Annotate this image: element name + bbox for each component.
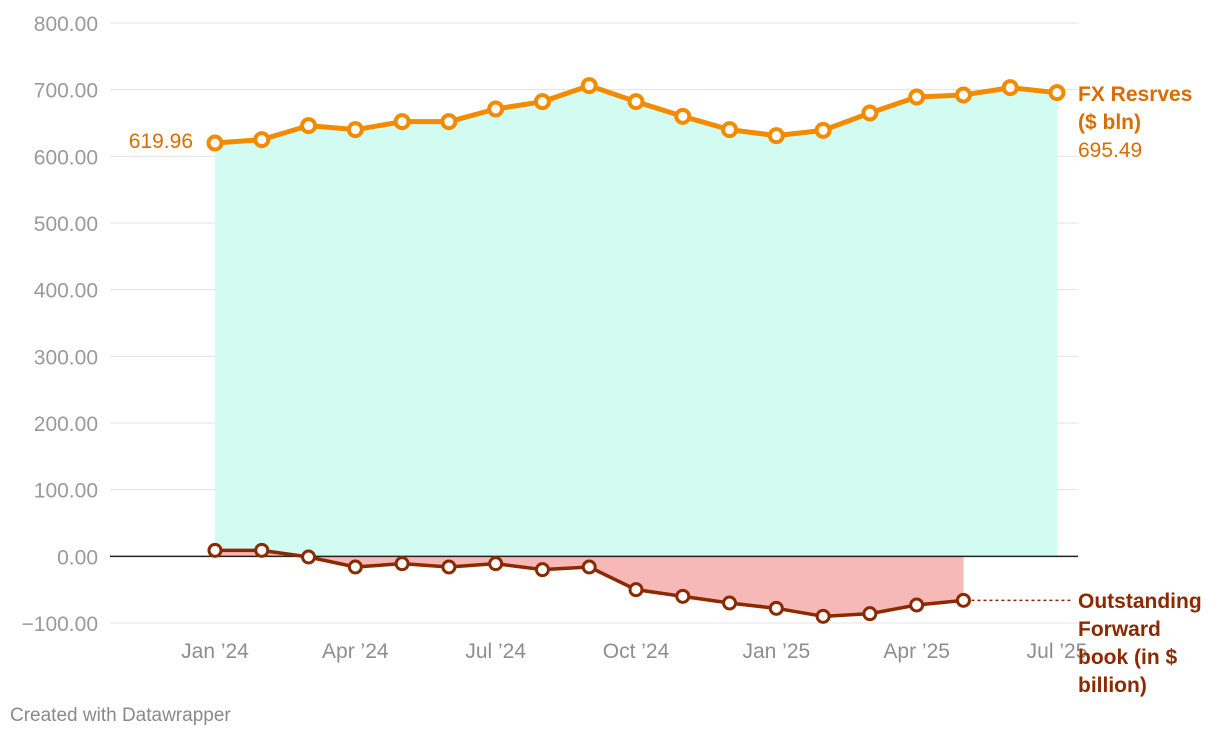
data-point	[627, 93, 645, 111]
series-label-forward-line1: Outstanding	[1078, 590, 1202, 613]
data-point	[908, 88, 926, 106]
x-tick-label: Oct ’24	[603, 640, 670, 663]
x-tick-label: Jul ’25	[1027, 640, 1088, 663]
data-point	[487, 100, 505, 118]
data-point	[253, 131, 271, 149]
series-label-forward-line3: book (in $	[1078, 646, 1177, 669]
data-point	[254, 542, 270, 558]
x-tick-label: Jan ’24	[181, 640, 249, 663]
series-labels: 619.96 FX Resrves ($ bln) 695.49 Outstanding…	[129, 83, 1202, 697]
data-point	[301, 549, 317, 565]
y-tick-label: 300.00	[34, 346, 98, 369]
y-tick-label: 700.00	[34, 80, 98, 103]
y-tick-label: −100.00	[22, 613, 99, 636]
series-label-fx-line1: FX Resrves	[1078, 83, 1192, 106]
data-point	[533, 93, 551, 111]
credit-text: Created with Datawrapper	[10, 705, 231, 726]
data-point	[394, 556, 410, 572]
y-tick-label: 100.00	[34, 480, 98, 503]
data-point	[346, 121, 364, 139]
series-points	[206, 77, 1066, 624]
data-point	[207, 542, 223, 558]
data-point	[300, 117, 318, 135]
data-point	[861, 104, 879, 122]
data-point	[909, 597, 925, 613]
x-axis-ticks: Jan ’24 Apr ’24 Jul ’24 Oct ’24 Jan ’25 Apr ’…	[181, 640, 1087, 663]
y-tick-label: 0.00	[57, 546, 98, 569]
data-point	[954, 86, 972, 104]
y-tick-label: 200.00	[34, 413, 98, 436]
end-value-label: 695.49	[1078, 139, 1142, 162]
data-point	[393, 113, 411, 131]
data-point	[814, 121, 832, 139]
x-tick-label: Apr ’24	[322, 640, 389, 663]
data-point	[768, 600, 784, 616]
data-point	[721, 121, 739, 139]
y-axis-ticks: 800.00 700.00 600.00 500.00 400.00 300.00 200.…	[22, 13, 99, 636]
data-point	[862, 606, 878, 622]
series-label-forward-line4: billion)	[1078, 674, 1147, 697]
data-point	[722, 595, 738, 611]
data-point	[1001, 79, 1019, 97]
data-point	[206, 134, 224, 152]
data-point	[534, 562, 550, 578]
x-tick-label: Apr ’25	[883, 640, 950, 663]
x-tick-label: Jan ’25	[742, 640, 810, 663]
data-point	[440, 113, 458, 131]
series-label-fx-line2: ($ bln)	[1078, 111, 1141, 134]
y-tick-label: 800.00	[34, 13, 98, 36]
start-value-label: 619.96	[129, 130, 193, 153]
data-point	[674, 107, 692, 125]
data-point	[815, 608, 831, 624]
y-tick-label: 400.00	[34, 280, 98, 303]
y-tick-label: 500.00	[34, 213, 98, 236]
series-area-0	[215, 85, 1057, 557]
data-point	[628, 582, 644, 598]
data-point	[1048, 84, 1066, 102]
data-point	[581, 559, 597, 575]
data-point	[955, 592, 971, 608]
y-tick-label: 600.00	[34, 146, 98, 169]
data-point	[488, 556, 504, 572]
x-tick-label: Jul ’24	[465, 640, 526, 663]
series-label-forward-line2: Forward	[1078, 618, 1161, 641]
areas	[215, 85, 1057, 617]
data-point	[347, 559, 363, 575]
data-point	[675, 588, 691, 604]
data-point	[580, 77, 598, 95]
data-point	[767, 127, 785, 145]
data-point	[441, 559, 457, 575]
series-area-1	[215, 550, 964, 617]
